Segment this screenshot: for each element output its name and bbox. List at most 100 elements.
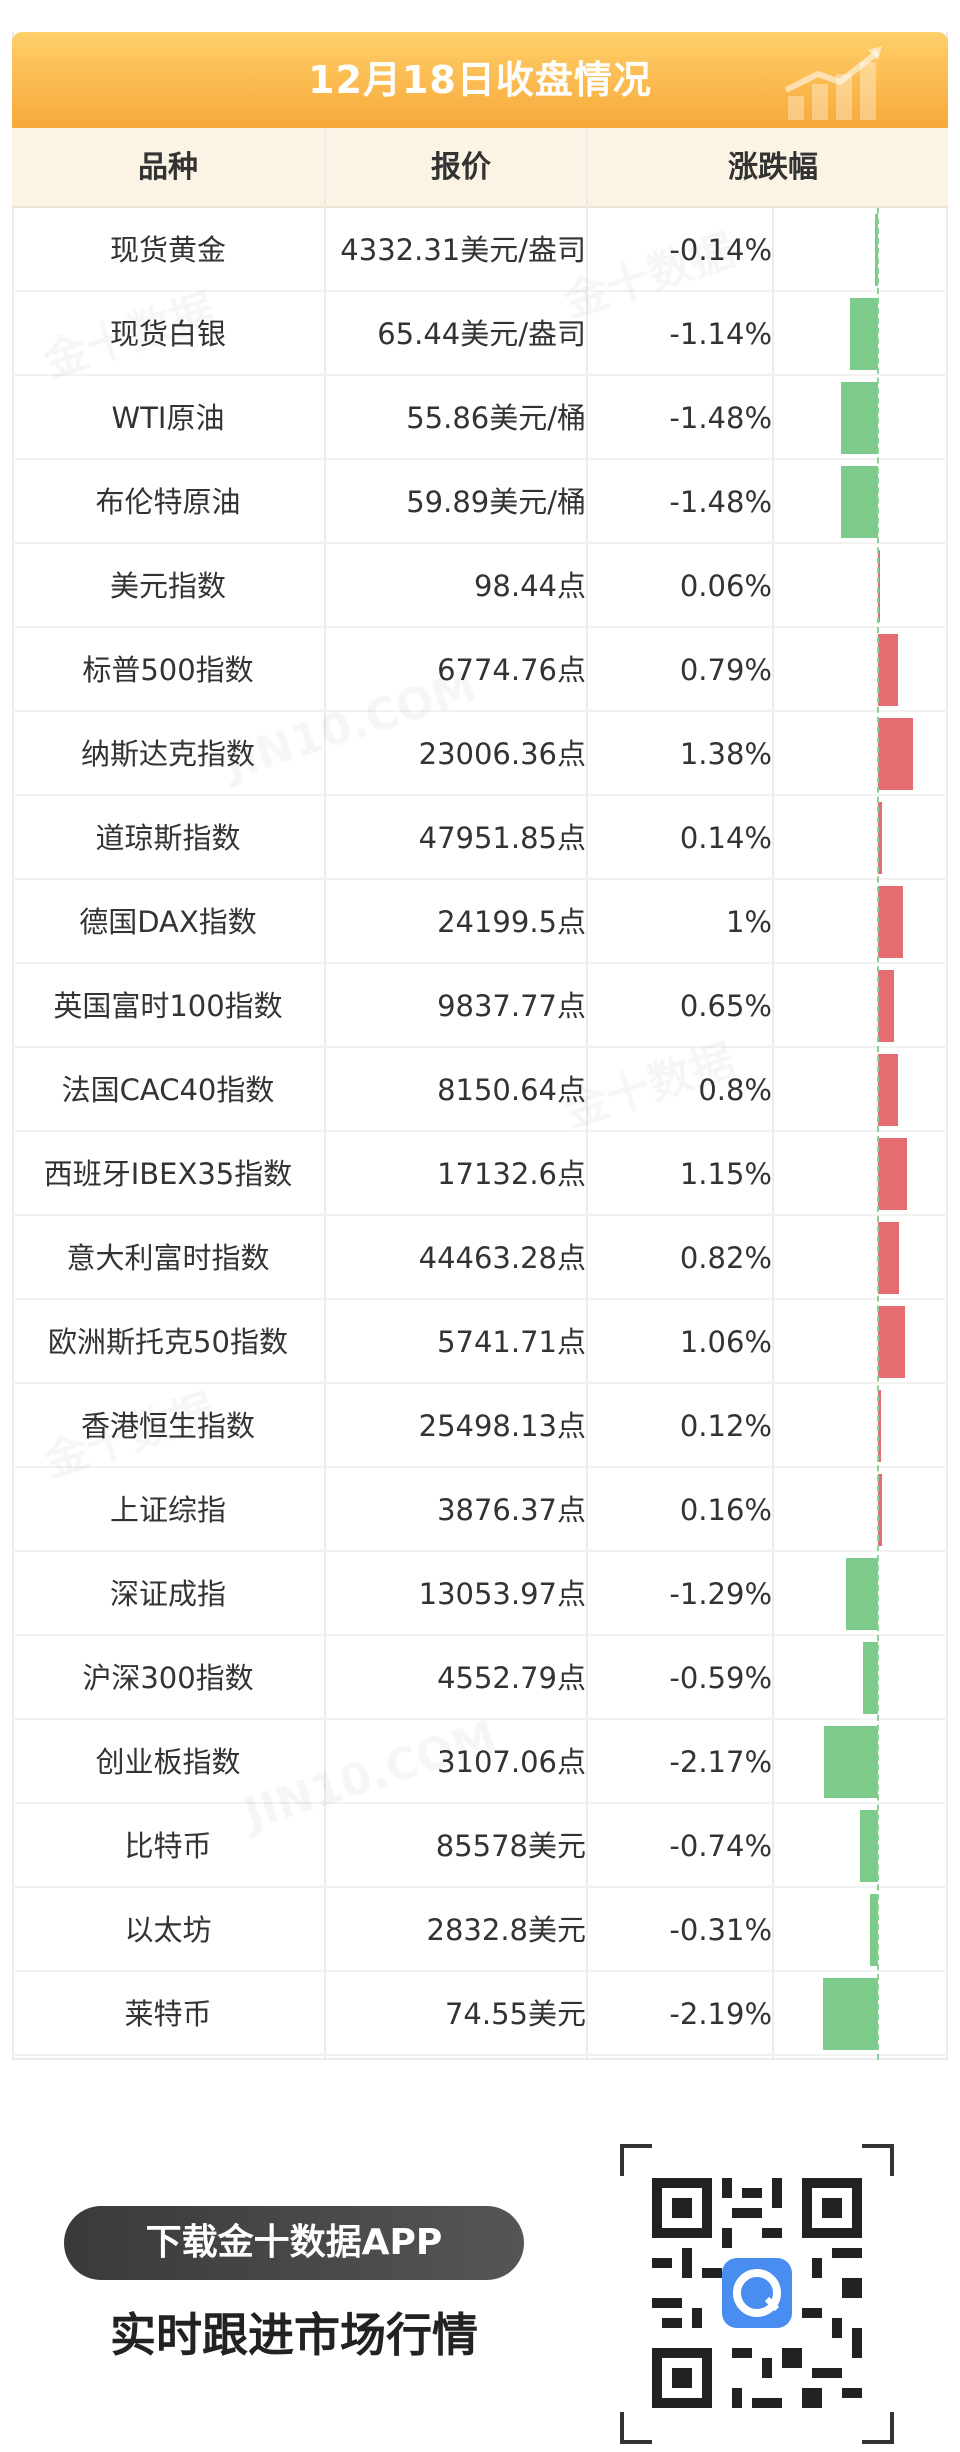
instrument-price: 2832.8美元 — [426, 1913, 586, 1947]
instrument-price: 4552.79点 — [437, 1661, 586, 1695]
change-percent: 0.82% — [679, 1241, 772, 1275]
table-row: 意大利富时指数 44463.28点 0.82% — [12, 1216, 948, 1300]
instrument-price: 5741.71点 — [437, 1325, 586, 1359]
change-percent: -1.48% — [669, 485, 772, 519]
instrument-name: 纳斯达克指数 — [80, 737, 255, 771]
qr-frame-corner — [620, 2412, 652, 2444]
instrument-price: 59.89美元/桶 — [406, 485, 586, 519]
instrument-name: 西班牙IBEX35指数 — [43, 1157, 293, 1191]
instrument-price: 13053.97点 — [418, 1577, 586, 1611]
change-percent: 1% — [725, 905, 772, 939]
instrument-price: 47951.85点 — [418, 821, 586, 855]
instrument-price: 8150.64点 — [437, 1073, 586, 1107]
table-row: 德国DAX指数 24199.5点 1% — [12, 880, 948, 964]
table-row: 沪深300指数 4552.79点 -0.59% — [12, 1636, 948, 1720]
table-row: 道琼斯指数 47951.85点 0.14% — [12, 796, 948, 880]
instrument-name: 香港恒生指数 — [80, 1409, 255, 1443]
table-row: WTI原油 55.86美元/桶 -1.48% — [12, 376, 948, 460]
instrument-name: 法国CAC40指数 — [61, 1073, 275, 1107]
change-bar — [870, 1894, 878, 1966]
instrument-name: 英国富时100指数 — [53, 989, 283, 1023]
change-bar — [874, 214, 878, 286]
instrument-name: 沪深300指数 — [82, 1661, 254, 1695]
table-row: 西班牙IBEX35指数 17132.6点 1.15% — [12, 1132, 948, 1216]
change-percent: 1.06% — [679, 1325, 772, 1359]
change-percent: -0.74% — [669, 1829, 772, 1863]
change-bar — [878, 802, 882, 874]
change-percent: 0.06% — [679, 569, 772, 603]
change-bar — [841, 382, 878, 454]
promo-tagline: 实时跟进市场行情 — [110, 2308, 478, 2362]
table-row: 上证综指 3876.37点 0.16% — [12, 1468, 948, 1552]
change-bar — [878, 1222, 899, 1294]
instrument-name: 上证综指 — [109, 1493, 226, 1527]
table-header: 品种 报价 涨跌幅 — [12, 128, 948, 208]
change-bar — [878, 970, 895, 1042]
instrument-name: 美元指数 — [109, 569, 226, 603]
change-percent: 0.65% — [679, 989, 772, 1023]
instrument-name: 现货白银 — [109, 317, 226, 351]
instrument-name: 标普500指数 — [82, 653, 254, 687]
change-bar — [878, 550, 880, 622]
rising-chart-icon — [784, 46, 882, 120]
instrument-name: 现货黄金 — [109, 233, 226, 267]
qr-code — [642, 2168, 872, 2418]
table-row: 英国富时100指数 9837.77点 0.65% — [12, 964, 948, 1048]
instrument-name: 创业板指数 — [95, 1745, 241, 1779]
change-percent: -0.31% — [669, 1913, 772, 1947]
change-bar — [863, 1642, 878, 1714]
change-percent: 0.16% — [679, 1493, 772, 1527]
instrument-name: 德国DAX指数 — [79, 905, 257, 939]
change-bar — [823, 1726, 878, 1798]
change-bar — [878, 1390, 881, 1462]
change-bar — [849, 298, 878, 370]
change-percent: -2.19% — [669, 1997, 772, 2031]
column-header-change: 涨跌幅 — [728, 150, 818, 185]
zero-baseline — [877, 208, 879, 2060]
instrument-name: WTI原油 — [111, 401, 225, 435]
change-percent: 0.14% — [679, 821, 772, 855]
qr-code-panel — [620, 2144, 894, 2444]
change-percent: -1.29% — [669, 1577, 772, 1611]
instrument-name: 欧洲斯托克50指数 — [48, 1325, 288, 1359]
table-row: 比特币 85578美元 -0.74% — [12, 1804, 948, 1888]
instrument-name: 意大利富时指数 — [66, 1241, 270, 1275]
instrument-price: 17132.6点 — [437, 1157, 586, 1191]
instrument-price: 23006.36点 — [418, 737, 586, 771]
instrument-name: 深证成指 — [109, 1577, 226, 1611]
qr-frame-corner — [620, 2144, 652, 2176]
table-row: 法国CAC40指数 8150.64点 0.8% — [12, 1048, 948, 1132]
qr-frame-corner — [862, 2144, 894, 2176]
download-app-button[interactable]: 下载金十数据APP — [64, 2206, 524, 2280]
change-percent: 1.38% — [679, 737, 772, 771]
column-header-name: 品种 — [138, 150, 198, 185]
instrument-price: 25498.13点 — [418, 1409, 586, 1443]
change-bar — [878, 1306, 905, 1378]
instrument-price: 9837.77点 — [437, 989, 586, 1023]
change-bar — [823, 1978, 878, 2050]
change-percent: -0.59% — [669, 1661, 772, 1695]
change-percent: -1.14% — [669, 317, 772, 351]
change-bar — [878, 718, 913, 790]
change-bar — [878, 1054, 898, 1126]
change-bar — [878, 886, 903, 958]
table-row: 以太坊 2832.8美元 -0.31% — [12, 1888, 948, 1972]
change-bar — [878, 1138, 907, 1210]
change-percent: -2.17% — [669, 1745, 772, 1779]
instrument-price: 3107.06点 — [437, 1745, 586, 1779]
change-percent: 0.79% — [679, 653, 772, 687]
title-banner: 12月18日收盘情况 — [12, 32, 948, 128]
instrument-name: 以太坊 — [124, 1913, 212, 1947]
instrument-name: 比特币 — [124, 1829, 212, 1863]
instrument-price: 98.44点 — [473, 569, 586, 603]
table-row: 欧洲斯托克50指数 5741.71点 1.06% — [12, 1300, 948, 1384]
change-bar — [841, 466, 878, 538]
table-row: 标普500指数 6774.76点 0.79% — [12, 628, 948, 712]
instrument-price: 55.86美元/桶 — [406, 401, 586, 435]
page-title: 12月18日收盘情况 — [308, 58, 652, 102]
instrument-price: 4332.31美元/盎司 — [340, 233, 586, 267]
instrument-price: 44463.28点 — [418, 1241, 586, 1275]
change-percent: -1.48% — [669, 401, 772, 435]
instrument-name: 莱特币 — [124, 1997, 212, 2031]
table-row: 深证成指 13053.97点 -1.29% — [12, 1552, 948, 1636]
